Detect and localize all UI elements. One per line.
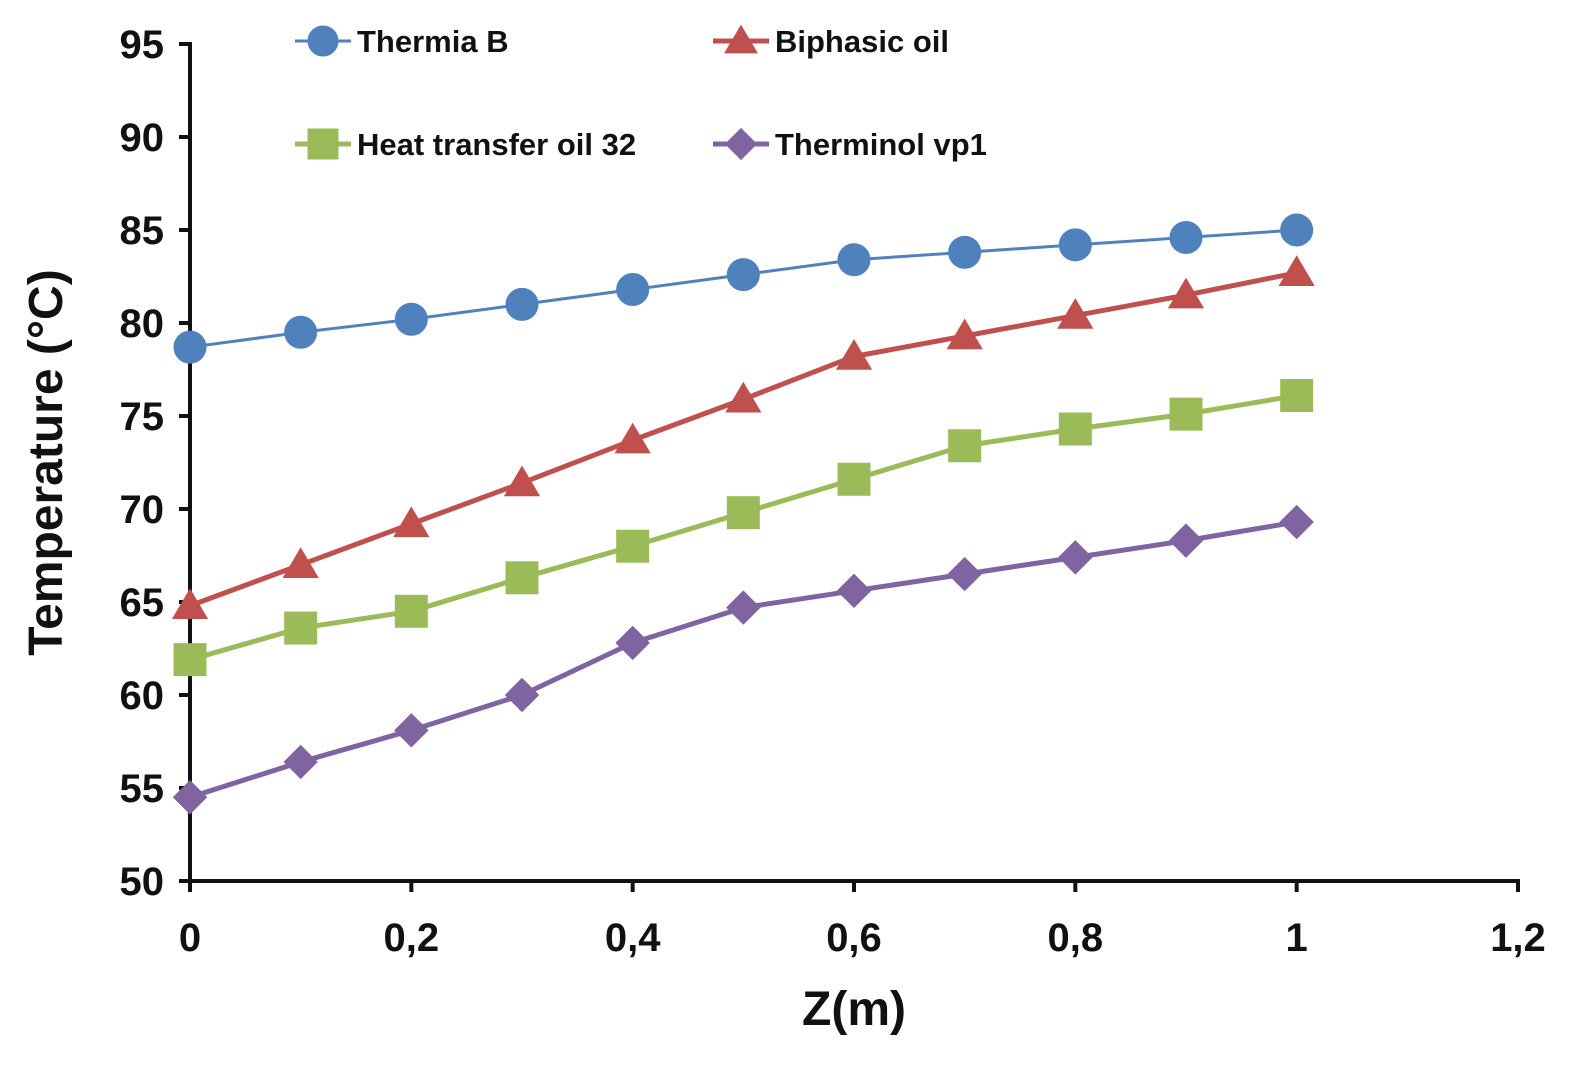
data-point-biphasic-oil [1167,277,1205,309]
legend-label: Heat transfer oil 32 [357,127,636,162]
data-point-therminol-vp1 [1279,504,1314,540]
data-point-therminol-vp1 [283,744,318,780]
data-point-thermia-b [1058,228,1092,262]
data-point-therminol-vp1 [172,780,208,815]
legend-item-thermia-b: Thermia B [295,24,509,59]
legend-label: Therminol vp1 [775,127,987,162]
data-point-thermia-b [1169,220,1203,254]
data-point-biphasic-oil [393,506,430,538]
data-point-heat-transfer-oil-32 [505,561,539,595]
data-point-therminol-vp1 [615,625,650,661]
series-therminol-vp1 [172,504,1314,815]
data-point-thermia-b [948,235,982,269]
y-tick-label: 55 [120,767,165,811]
data-point-thermia-b [173,330,207,364]
data-point-biphasic-oil [1278,255,1315,287]
series-line-biphasic-oil [189,270,1298,609]
data-point-heat-transfer-oil-32 [726,496,760,530]
data-point-therminol-vp1 [394,713,429,748]
data-point-biphasic-oil [282,547,319,579]
data-point-thermia-b [284,315,318,349]
legend-marker [307,128,339,160]
x-tick-label: 0,4 [605,916,661,960]
data-point-heat-transfer-oil-32 [948,429,982,463]
legend-label: Thermia B [357,24,509,59]
y-tick-label: 80 [120,302,165,346]
data-point-therminol-vp1 [504,677,540,713]
x-axis-ticks: 0 0,2 0,4 0,6 0,8 1 1,2 [179,881,1546,960]
legend-marker [724,127,758,161]
x-tick-label: 0,2 [384,916,440,960]
y-tick-label: 90 [120,116,165,160]
legend-marker [724,24,758,54]
data-point-therminol-vp1 [947,556,982,592]
legend-item-biphasic-oil: Biphasic oil [713,24,949,59]
data-point-heat-transfer-oil-32 [284,611,318,645]
y-tick-label: 85 [120,209,165,253]
data-point-heat-transfer-oil-32 [394,594,428,628]
y-tick-label: 75 [120,395,165,439]
data-point-thermia-b [1280,213,1314,247]
x-axis-title: Z(m) [802,983,906,1036]
data-point-thermia-b [837,243,871,277]
y-tick-label: 70 [120,488,165,532]
data-point-biphasic-oil [503,465,541,497]
data-point-biphasic-oil [171,588,209,619]
axes: 50 55 60 65 70 75 80 85 90 95 0 0,2 0,4 0,6 0,8 1 1,2 [120,23,1546,960]
data-point-heat-transfer-oil-32 [173,643,207,677]
x-tick-label: 1,2 [1490,916,1546,960]
y-tick-label: 60 [120,674,165,718]
y-tick-label: 65 [120,581,165,625]
data-point-biphasic-oil [614,422,651,454]
data-point-therminol-vp1 [726,590,761,625]
legend: Thermia B Biphasic oil Heat transfer oil 3… [295,24,987,162]
data-point-heat-transfer-oil-32 [837,462,871,496]
series-biphasic-oil [171,255,1315,619]
x-tick-label: 0,6 [826,916,882,960]
series-layer [171,213,1315,815]
data-point-therminol-vp1 [836,573,872,609]
legend-item-therminol-vp1: Therminol vp1 [713,127,987,162]
y-axis-title: Temperature (°C) [20,269,73,655]
data-point-thermia-b [394,302,428,336]
data-point-thermia-b [505,287,539,321]
y-tick-label: 95 [120,23,165,67]
data-point-biphasic-oil [725,381,762,413]
data-point-biphasic-oil [946,318,983,350]
data-point-therminol-vp1 [1168,523,1204,558]
legend-marker [307,25,339,57]
y-tick-label: 50 [120,860,165,904]
data-point-heat-transfer-oil-32 [1169,397,1203,431]
legend-item-heat-transfer-oil-32: Heat transfer oil 32 [295,127,636,162]
data-point-heat-transfer-oil-32 [616,529,650,563]
x-tick-label: 0,8 [1048,916,1104,960]
series-heat-transfer-oil-32 [173,379,1314,677]
data-point-thermia-b [616,273,650,307]
x-tick-label: 0 [179,916,201,960]
y-axis-ticks: 50 55 60 65 70 75 80 85 90 95 [120,23,190,904]
data-point-therminol-vp1 [1058,540,1093,575]
legend-label: Biphasic oil [775,24,949,59]
x-tick-label: 1 [1286,916,1308,960]
data-point-biphasic-oil [1057,298,1094,329]
data-point-thermia-b [726,258,760,292]
series-line-therminol-vp1 [189,519,1298,800]
data-point-biphasic-oil [835,338,873,370]
data-point-heat-transfer-oil-32 [1280,379,1314,413]
data-point-heat-transfer-oil-32 [1058,412,1092,446]
series-thermia-b [173,213,1314,364]
